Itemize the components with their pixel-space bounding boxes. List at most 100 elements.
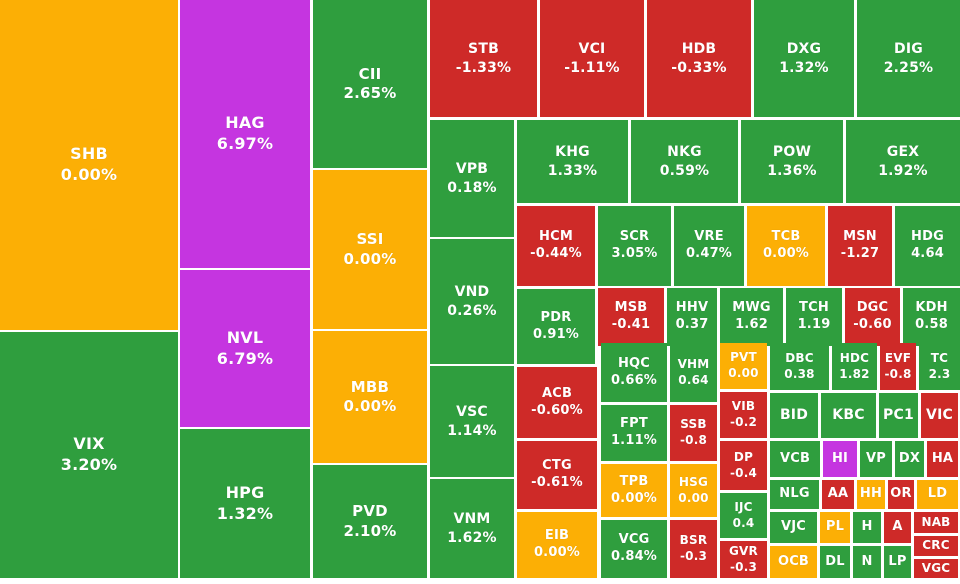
tile-HA[interactable]: HA — [927, 441, 958, 477]
tile-BSR[interactable]: BSR -0.3 — [670, 520, 717, 578]
tile-TPB[interactable]: TPB 0.00% — [601, 464, 667, 517]
tile-DL[interactable]: DL — [820, 546, 850, 578]
tile-HDB[interactable]: HDB -0.33% — [647, 0, 751, 117]
tile-PL[interactable]: PL — [820, 512, 850, 543]
change-label: 0.84% — [610, 549, 658, 564]
ticker-label: VP — [866, 450, 886, 466]
tile-SSB[interactable]: SSB -0.8 — [670, 405, 717, 461]
tile-OCB[interactable]: OCB — [770, 546, 817, 578]
tile-VNM[interactable]: VNM 1.62% — [430, 479, 514, 578]
tile-DX[interactable]: DX — [895, 441, 924, 477]
tile-EVF[interactable]: EVF -0.8 — [880, 343, 916, 390]
tile-PVD[interactable]: PVD 2.10% — [313, 465, 427, 578]
ticker-label: BID — [779, 407, 809, 424]
tile-VND[interactable]: VND 0.26% — [430, 239, 514, 364]
tile-HCM[interactable]: HCM -0.44% — [517, 206, 595, 286]
ticker-label: AA — [827, 486, 849, 502]
ticker-label: HAG — [225, 113, 265, 133]
tile-VRE[interactable]: VRE 0.47% — [674, 206, 744, 286]
tile-DGC[interactable]: DGC -0.60 — [845, 288, 900, 346]
tile-HPG[interactable]: HPG 1.32% — [180, 429, 310, 578]
tile-CII[interactable]: CII 2.65% — [313, 0, 427, 168]
tile-VPB[interactable]: VPB 0.18% — [430, 120, 514, 237]
tile-H[interactable]: H — [853, 512, 881, 543]
tile-MWG[interactable]: MWG 1.62 — [720, 288, 783, 346]
tile-FPT[interactable]: FPT 1.11% — [601, 405, 667, 461]
change-label: -0.3 — [679, 549, 708, 563]
tile-VSC[interactable]: VSC 1.14% — [430, 366, 514, 477]
change-label: 6.97% — [216, 134, 274, 153]
tile-DXG[interactable]: DXG 1.32% — [754, 0, 854, 117]
tile-MSN[interactable]: MSN -1.27 — [828, 206, 892, 286]
tile-HI[interactable]: HI — [823, 441, 857, 477]
tile-SHB[interactable]: SHB 0.00% — [0, 0, 178, 330]
change-label: -0.3 — [729, 559, 758, 574]
tile-HDG[interactable]: HDG 4.64 — [895, 206, 960, 286]
tile-AA[interactable]: AA — [822, 480, 854, 509]
tile-VIB[interactable]: VIB -0.2 — [720, 392, 767, 438]
change-label: -0.4 — [729, 465, 758, 480]
tile-HH[interactable]: HH — [857, 480, 885, 509]
tile-PDR[interactable]: PDR 0.91% — [517, 289, 595, 364]
tile-NAB[interactable]: NAB — [914, 512, 958, 533]
tile-GVR[interactable]: GVR -0.3 — [720, 541, 767, 578]
tile-TCH[interactable]: TCH 1.19 — [786, 288, 842, 346]
tile-SCR[interactable]: SCR 3.05% — [598, 206, 671, 286]
ticker-label: KDH — [915, 300, 948, 316]
tile-HHV[interactable]: HHV 0.37 — [667, 288, 717, 346]
tile-VGC[interactable]: VGC — [914, 559, 958, 578]
tile-KBC[interactable]: KBC — [821, 393, 876, 438]
tile-PVT[interactable]: PVT 0.00 — [720, 343, 767, 389]
tile-KDH[interactable]: KDH 0.58 — [903, 288, 960, 346]
tile-VIX[interactable]: VIX 3.20% — [0, 332, 178, 578]
tile-HSG[interactable]: HSG 0.00 — [670, 464, 717, 517]
tile-ACB[interactable]: ACB -0.60% — [517, 367, 597, 438]
tile-NKG[interactable]: NKG 0.59% — [631, 120, 738, 203]
tile-DIG[interactable]: DIG 2.25% — [857, 0, 960, 117]
tile-VHM[interactable]: VHM 0.64 — [670, 343, 717, 402]
tile-OR[interactable]: OR — [888, 480, 914, 509]
tile-VCB[interactable]: VCB — [770, 441, 820, 477]
tile-A[interactable]: A — [884, 512, 911, 543]
ticker-label: VJC — [780, 519, 807, 535]
tile-CTG[interactable]: CTG -0.61% — [517, 441, 597, 509]
ticker-label: DXG — [786, 41, 822, 58]
tile-TC[interactable]: TC 2.3 — [919, 343, 960, 390]
tile-LD[interactable]: LD — [917, 480, 958, 509]
tile-HDC[interactable]: HDC 1.82 — [832, 343, 877, 390]
tile-TCB[interactable]: TCB 0.00% — [747, 206, 825, 286]
tile-NVL[interactable]: NVL 6.79% — [180, 270, 310, 427]
tile-GEX[interactable]: GEX 1.92% — [846, 120, 960, 203]
tile-MSB[interactable]: MSB -0.41 — [598, 288, 664, 346]
tile-SSI[interactable]: SSI 0.00% — [313, 170, 427, 329]
tile-KHG[interactable]: KHG 1.33% — [517, 120, 628, 203]
tile-LP[interactable]: LP — [884, 546, 911, 578]
ticker-label: VIC — [926, 407, 953, 424]
change-label: 1.19 — [797, 317, 831, 332]
ticker-label: HQC — [617, 355, 651, 371]
ticker-label: PC1 — [883, 407, 914, 424]
tile-VIC[interactable]: VIC — [921, 393, 958, 438]
ticker-label: LD — [927, 486, 948, 502]
tile-VCG[interactable]: VCG 0.84% — [601, 520, 667, 578]
ticker-label: ACB — [541, 385, 573, 401]
tile-IJC[interactable]: IJC 0.4 — [720, 493, 767, 538]
tile-CRC[interactable]: CRC — [914, 536, 958, 556]
ticker-label: NKG — [667, 144, 702, 161]
tile-HQC[interactable]: HQC 0.66% — [601, 343, 667, 402]
tile-BID[interactable]: BID — [770, 393, 818, 438]
tile-VJC[interactable]: VJC — [770, 512, 817, 543]
tile-PC1[interactable]: PC1 — [879, 393, 918, 438]
tile-DBC[interactable]: DBC 0.38 — [770, 343, 829, 390]
tile-HAG[interactable]: HAG 6.97% — [180, 0, 310, 268]
tile-DP[interactable]: DP -0.4 — [720, 441, 767, 490]
tile-VP[interactable]: VP — [860, 441, 892, 477]
ticker-label: VCI — [578, 41, 606, 58]
tile-STB[interactable]: STB -1.33% — [430, 0, 537, 117]
tile-POW[interactable]: POW 1.36% — [741, 120, 843, 203]
tile-N[interactable]: N — [853, 546, 881, 578]
tile-EIB[interactable]: EIB 0.00% — [517, 512, 597, 578]
tile-NLG[interactable]: NLG — [770, 480, 819, 509]
tile-VCI[interactable]: VCI -1.11% — [540, 0, 644, 117]
tile-MBB[interactable]: MBB 0.00% — [313, 331, 427, 463]
